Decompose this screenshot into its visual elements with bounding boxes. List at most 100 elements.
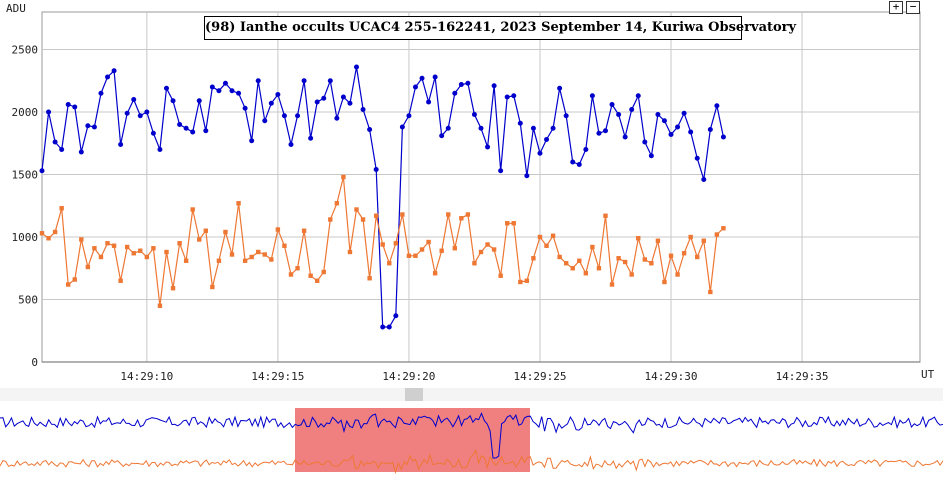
data-point bbox=[321, 269, 326, 275]
data-point bbox=[616, 256, 621, 261]
data-point bbox=[229, 88, 235, 94]
data-point bbox=[622, 134, 628, 140]
data-point bbox=[183, 258, 189, 263]
data-point bbox=[675, 272, 680, 277]
data-point bbox=[157, 147, 163, 152]
data-point bbox=[629, 272, 634, 277]
data-point bbox=[596, 130, 602, 136]
data-point bbox=[98, 90, 104, 96]
data-point bbox=[203, 228, 209, 233]
data-point bbox=[295, 113, 301, 119]
data-point bbox=[39, 168, 45, 174]
data-point bbox=[537, 150, 543, 156]
data-point bbox=[256, 249, 261, 255]
data-point bbox=[662, 279, 667, 285]
data-point bbox=[642, 257, 648, 262]
data-point bbox=[524, 278, 530, 283]
data-point bbox=[648, 153, 654, 159]
data-point bbox=[137, 113, 143, 119]
scrollbar-thumb[interactable] bbox=[405, 388, 423, 401]
data-point bbox=[465, 80, 471, 86]
x-tick-label: 14:29:25 bbox=[513, 370, 566, 383]
x-tick-label: 14:29:35 bbox=[776, 370, 829, 383]
data-point bbox=[295, 266, 300, 271]
data-point bbox=[517, 120, 523, 126]
data-point bbox=[603, 213, 608, 218]
data-point bbox=[583, 147, 589, 152]
data-point bbox=[190, 129, 196, 135]
data-point bbox=[229, 252, 235, 257]
data-point bbox=[636, 236, 641, 241]
data-point bbox=[157, 303, 163, 308]
data-point bbox=[661, 118, 667, 124]
data-point bbox=[602, 128, 608, 134]
overview-navigator[interactable] bbox=[0, 386, 943, 477]
data-point bbox=[609, 282, 615, 287]
data-point bbox=[328, 217, 333, 222]
data-point bbox=[465, 212, 471, 217]
data-point bbox=[570, 266, 575, 271]
data-point bbox=[334, 115, 340, 121]
y-tick-label: 2500 bbox=[12, 44, 39, 57]
data-point bbox=[668, 253, 674, 258]
data-point bbox=[209, 84, 215, 90]
data-point bbox=[721, 226, 726, 231]
zoom-in-button[interactable]: + bbox=[889, 1, 903, 14]
data-point bbox=[262, 252, 267, 257]
data-point bbox=[675, 124, 681, 130]
x-tick-label: 14:29:20 bbox=[382, 370, 435, 383]
data-point bbox=[118, 142, 124, 147]
data-point bbox=[576, 162, 582, 167]
data-point bbox=[701, 177, 707, 182]
data-point bbox=[412, 84, 418, 90]
data-point bbox=[504, 94, 510, 100]
data-point bbox=[281, 113, 287, 119]
data-point bbox=[52, 229, 58, 235]
zoom-out-button[interactable]: − bbox=[906, 1, 920, 14]
data-point bbox=[249, 254, 254, 260]
data-point bbox=[65, 102, 71, 107]
data-point bbox=[105, 74, 111, 80]
data-point bbox=[216, 258, 222, 263]
main-chart[interactable]: 0 500 1000 1500 2000 2500 14:29:10 14:29:15 14:2… bbox=[0, 0, 943, 386]
data-point bbox=[236, 90, 242, 96]
data-point bbox=[478, 249, 484, 255]
chart-title: (98) Ianthe occults UCAC4 255-162241, 20… bbox=[204, 16, 796, 40]
data-point bbox=[314, 99, 320, 105]
data-point bbox=[419, 247, 425, 252]
data-point bbox=[144, 254, 150, 260]
data-point bbox=[589, 93, 595, 99]
data-point bbox=[373, 167, 379, 172]
data-point bbox=[622, 259, 628, 265]
data-point bbox=[59, 206, 64, 211]
data-point bbox=[347, 249, 353, 255]
data-point bbox=[131, 97, 137, 102]
data-point bbox=[406, 113, 412, 119]
data-point bbox=[85, 123, 91, 129]
data-point bbox=[511, 93, 517, 99]
data-point bbox=[105, 241, 110, 246]
data-point bbox=[498, 273, 503, 278]
data-point bbox=[445, 125, 451, 131]
data-point bbox=[314, 278, 320, 283]
data-point bbox=[701, 238, 706, 243]
data-point bbox=[583, 271, 589, 276]
data-point bbox=[118, 278, 123, 283]
data-point bbox=[164, 249, 169, 255]
data-point bbox=[426, 99, 432, 105]
data-point bbox=[478, 125, 484, 131]
data-point bbox=[360, 217, 366, 222]
data-point bbox=[557, 254, 562, 260]
scrollbar-track[interactable] bbox=[0, 388, 943, 401]
data-point bbox=[150, 130, 156, 136]
x-axis-label: UT bbox=[921, 368, 935, 381]
data-point bbox=[452, 90, 458, 96]
data-point bbox=[255, 78, 261, 84]
data-point bbox=[557, 85, 563, 91]
y-tick-label: 1500 bbox=[12, 169, 39, 182]
data-point bbox=[590, 244, 595, 250]
data-point bbox=[163, 85, 169, 91]
data-point bbox=[635, 93, 641, 99]
data-point bbox=[399, 124, 405, 130]
data-point bbox=[66, 282, 71, 287]
